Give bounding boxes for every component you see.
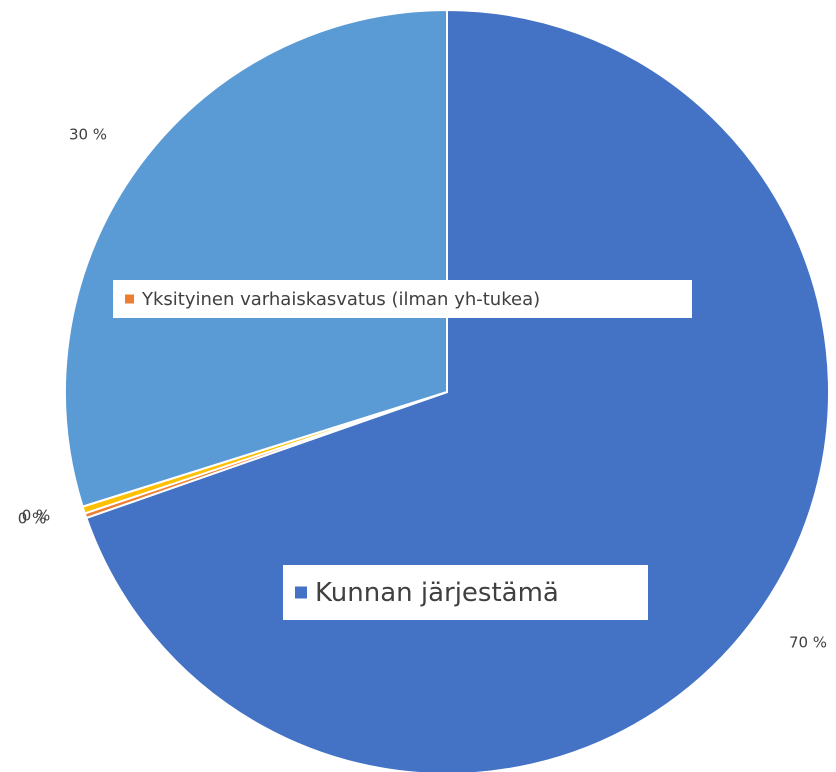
- legend-label: Yksityinen varhaiskasvatus (ilman yh-tuk…: [141, 289, 540, 310]
- legend-box: [113, 280, 692, 318]
- legend-box: [283, 565, 648, 620]
- data-label: 0 %: [18, 510, 47, 528]
- data-label: 30 %: [69, 126, 107, 144]
- legend-entry: Yksityinen varhaiskasvatus (ilman yh-tuk…: [113, 280, 692, 318]
- legend-swatch: [295, 586, 307, 599]
- data-label: 0 %: [22, 507, 51, 525]
- legend-entry: Kunnan järjestämä: [283, 565, 648, 620]
- pie-slice: [64, 8, 448, 508]
- legend-swatch: [125, 294, 134, 304]
- data-label: 70 %: [789, 634, 827, 652]
- legend-label: Kunnan järjestämä: [315, 578, 559, 608]
